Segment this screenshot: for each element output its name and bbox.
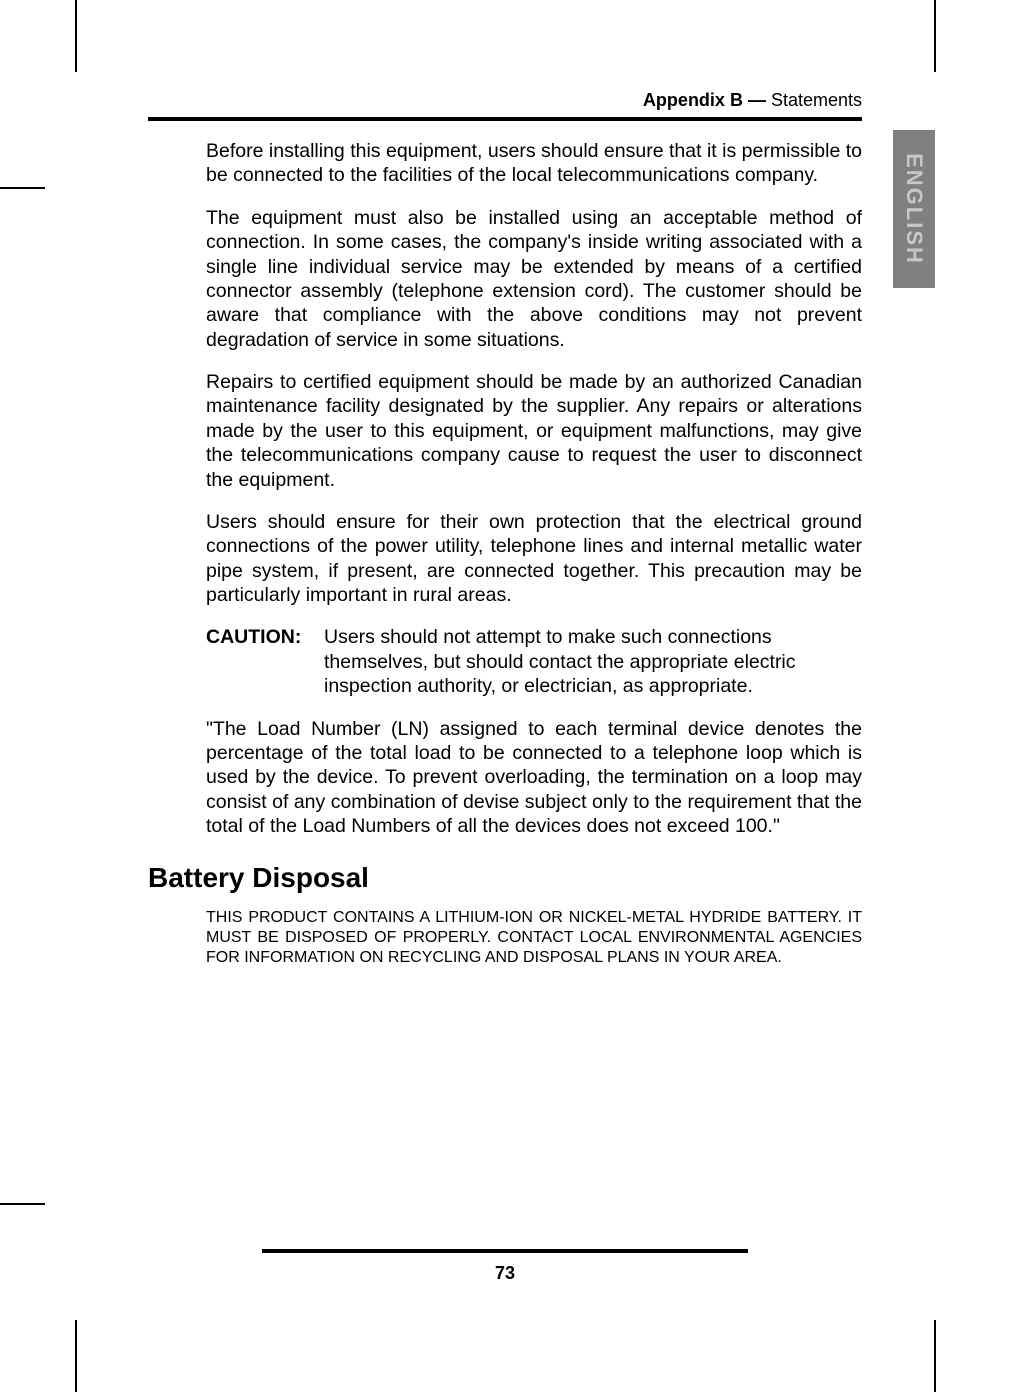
page-footer: 73 (148, 1249, 862, 1284)
crop-mark (75, 0, 77, 72)
paragraph-1: Before installing this equipment, users … (206, 139, 862, 188)
paragraph-4: Users should ensure for their own protec… (206, 510, 862, 608)
caution-text: Users should not attempt to make such co… (324, 625, 862, 698)
paragraph-5: "The Load Number (LN) assigned to each t… (206, 717, 862, 839)
crop-mark (934, 1320, 936, 1392)
crop-mark (75, 1320, 77, 1392)
paragraph-3: Repairs to certified equipment should be… (206, 370, 862, 492)
page-content: Appendix B — Statements Before installin… (148, 90, 862, 968)
disposal-region: THIS PRODUCT CONTAINS A LITHIUM-ION OR N… (148, 908, 862, 968)
paragraph-2: The equipment must also be installed usi… (206, 206, 862, 352)
crop-mark (934, 0, 936, 72)
language-tab: ENGLISH (893, 130, 935, 288)
language-tab-label: ENGLISH (901, 153, 927, 265)
header-regular: Statements (766, 90, 862, 110)
header-bold: Appendix B — (643, 90, 766, 110)
crop-mark (0, 1203, 45, 1205)
battery-disposal-text: THIS PRODUCT CONTAINS A LITHIUM-ION OR N… (206, 908, 862, 968)
caution-block: CAUTION: Users should not attempt to mak… (206, 625, 862, 698)
page-number: 73 (148, 1263, 862, 1284)
section-heading-battery-disposal: Battery Disposal (148, 862, 862, 894)
footer-rule (262, 1249, 748, 1253)
crop-mark (0, 187, 45, 189)
caution-label: CAUTION: (206, 625, 324, 698)
page-header: Appendix B — Statements (148, 90, 862, 121)
body-text-region: Before installing this equipment, users … (148, 139, 862, 838)
